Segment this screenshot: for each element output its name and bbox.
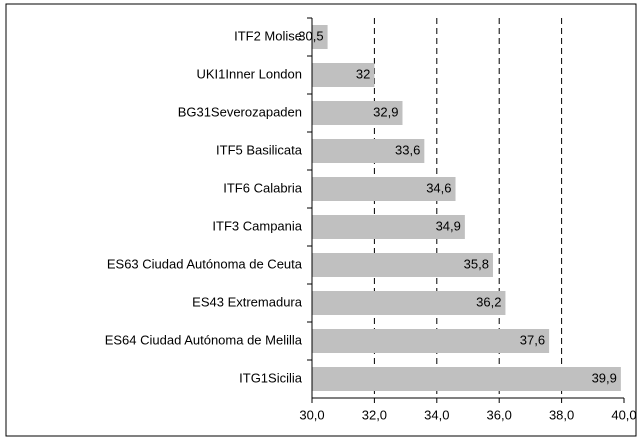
bar — [312, 253, 493, 277]
y-tick-label: ITF5 Basilicata — [216, 142, 303, 157]
data-label: 30,5 — [298, 28, 323, 43]
chart-frame — [5, 3, 637, 437]
bar — [312, 139, 425, 163]
bar — [312, 367, 621, 391]
bar — [312, 25, 328, 49]
y-tick-label: ITF3 Campania — [212, 218, 302, 233]
y-tick-label: ES43 Extremadura — [192, 294, 303, 309]
y-tick-label: ES63 Ciudad Autónoma de Ceuta — [107, 256, 303, 271]
data-label: 33,6 — [395, 142, 420, 157]
y-tick-label: ITG1Sicilia — [239, 370, 303, 385]
x-tick-label: 34,0 — [424, 407, 449, 422]
data-label: 39,9 — [592, 370, 617, 385]
data-label: 35,8 — [464, 256, 489, 271]
x-tick-label: 40,0 — [611, 407, 636, 422]
x-tick-label: 30,0 — [299, 407, 324, 422]
data-label: 36,2 — [476, 294, 501, 309]
bar — [312, 63, 375, 87]
bar — [312, 329, 550, 353]
y-tick-label: UKI1Inner London — [196, 66, 302, 81]
y-tick-label: BG31Severozapaden — [178, 104, 302, 119]
y-tick-label: ES64 Ciudad Autónoma de Melilla — [105, 332, 303, 347]
data-label: 32 — [356, 66, 370, 81]
x-tick-label: 32,0 — [362, 407, 387, 422]
data-label: 32,9 — [373, 104, 398, 119]
bar — [312, 291, 506, 315]
x-tick-label: 38,0 — [549, 407, 574, 422]
data-label: 34,9 — [436, 218, 461, 233]
bar — [312, 101, 403, 125]
y-tick-label: ITF6 Calabria — [223, 180, 303, 195]
bar — [312, 215, 465, 239]
x-tick-label: 36,0 — [487, 407, 512, 422]
bar — [312, 177, 456, 201]
data-label: 37,6 — [520, 332, 545, 347]
data-label: 34,6 — [426, 180, 451, 195]
y-tick-label: ITF2 Molise — [234, 28, 302, 43]
